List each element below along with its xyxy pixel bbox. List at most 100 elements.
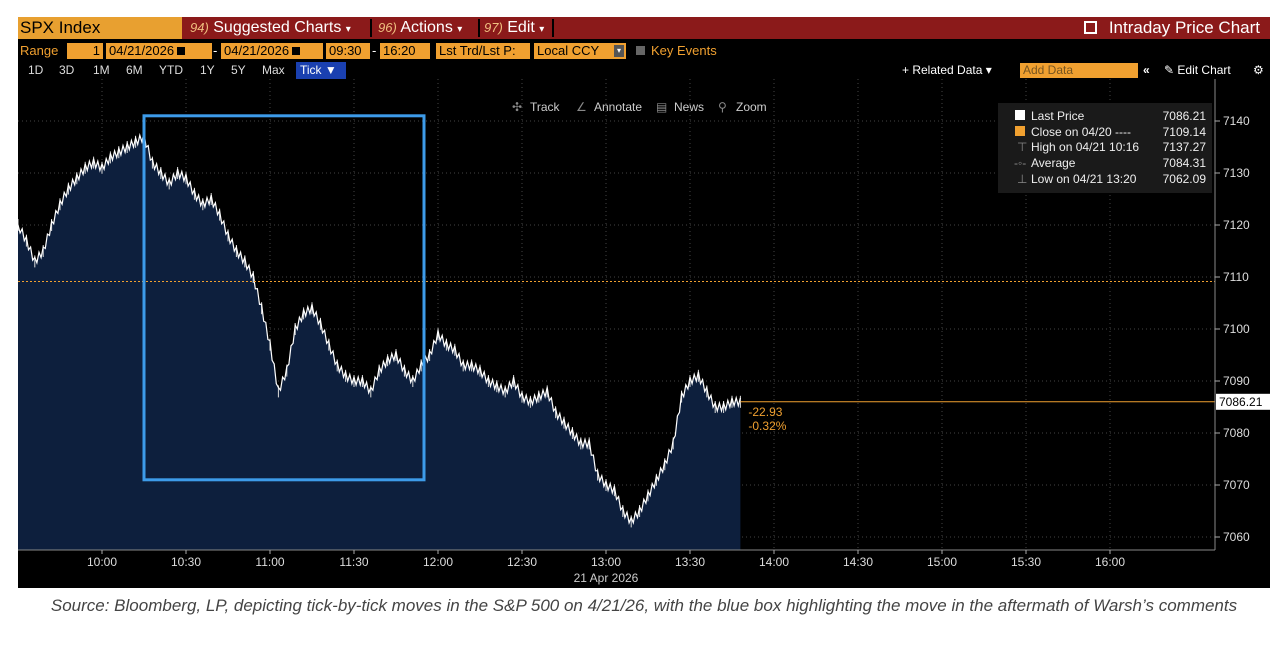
news-button[interactable]: News [674, 100, 704, 114]
y-tick-label: 7140 [1223, 114, 1250, 128]
start-time-input[interactable]: 09:30 [326, 43, 370, 59]
x-tick-label: 15:00 [927, 555, 957, 569]
key-events-label: Key Events [651, 43, 717, 58]
y-tick-label: 7060 [1223, 530, 1250, 544]
end-date-input[interactable]: 04/21/2026 [221, 43, 323, 59]
period-6m[interactable]: 6M [126, 63, 143, 77]
menu-number: 97) [484, 20, 503, 35]
range-value-input[interactable]: 1 [67, 43, 103, 59]
last-price-tag [1216, 393, 1270, 410]
legend-close-label: Close on 04/20 ---- [1031, 125, 1131, 139]
y-tick-label: 7070 [1223, 478, 1250, 492]
page-title-text: Intraday Price Chart [1108, 18, 1260, 37]
legend-low-value: 7062.09 [1163, 172, 1207, 186]
legend-high-marker: ⊤ [1017, 140, 1027, 154]
period-3d[interactable]: 3D [59, 63, 75, 77]
add-data-input[interactable]: Add Data [1020, 63, 1138, 78]
chevron-down-icon: ▾ [345, 24, 351, 35]
period-tick-selected[interactable]: Tick ▼ [296, 62, 346, 79]
period-1m[interactable]: 1M [93, 63, 110, 77]
calendar-icon [292, 47, 301, 55]
x-tick-label: 10:00 [87, 555, 117, 569]
date-label: 21 Apr 2026 [574, 571, 639, 585]
header-bar: SPX Index 94) Suggested Charts ▾ 96) Act… [18, 17, 1270, 39]
change-percent: -0.32% [748, 419, 786, 433]
x-tick-label: 15:30 [1011, 555, 1041, 569]
chart-toolbar: ✣ Track ∠ Annotate ▤ News ⚲ Zoom [512, 100, 767, 114]
legend-low-marker: ⊥ [1017, 172, 1027, 186]
start-date-text: 04/21/2026 [109, 43, 175, 58]
menu-number: 96) [378, 20, 397, 35]
annotate-icon: ∠ [576, 100, 587, 114]
x-tick-label: 11:00 [255, 555, 284, 569]
x-tick-label: 13:00 [591, 555, 621, 569]
legend-last-swatch [1015, 110, 1025, 120]
period-ytd[interactable]: YTD [159, 63, 183, 77]
menu-divider [370, 19, 372, 37]
page-title[interactable]: Intraday Price Chart [1083, 17, 1260, 39]
x-tick-label: 16:00 [1095, 555, 1125, 569]
legend-last-label: Last Price [1031, 109, 1085, 123]
figure-caption: Source: Bloomberg, LP, depicting tick-by… [50, 596, 1238, 615]
last-price-tag-text: 7086.21 [1219, 395, 1263, 409]
legend-high-label: High on 04/21 10:16 [1031, 140, 1139, 154]
collapse-icon[interactable]: « [1143, 63, 1150, 77]
time-separator: - [372, 43, 377, 58]
price-chart[interactable]: 7060 7070 7080 7090 7100 7110 7120 7130 7140 10:… [18, 79, 1270, 588]
legend-background [998, 103, 1212, 193]
y-tick-label: 7080 [1223, 426, 1250, 440]
x-tick-label: 14:00 [759, 555, 789, 569]
x-tick-label: 12:30 [507, 555, 537, 569]
y-tick-label: 7100 [1223, 322, 1250, 336]
start-date-input[interactable]: 04/21/2026 [106, 43, 212, 59]
menu-label: Edit [507, 19, 535, 36]
edit-menu[interactable]: 97) Edit ▾ [484, 17, 544, 39]
y-tick-label: 7130 [1223, 166, 1250, 180]
external-link-icon [1083, 21, 1097, 34]
menu-divider [552, 19, 554, 37]
suggested-charts-menu[interactable]: 94) Suggested Charts ▾ [190, 17, 351, 39]
period-1y[interactable]: 1Y [200, 63, 215, 77]
track-icon: ✣ [512, 100, 522, 114]
annotate-button[interactable]: Annotate [594, 100, 642, 114]
price-field-select[interactable]: Lst Trd/Lst P: [436, 43, 530, 59]
price-area-fill [18, 132, 741, 550]
x-tick-label: 12:00 [423, 555, 453, 569]
track-button[interactable]: Track [530, 100, 561, 114]
y-tick-label: 7090 [1223, 374, 1250, 388]
end-date-text: 04/21/2026 [224, 43, 290, 58]
calendar-icon [177, 47, 186, 55]
x-tick-label: 11:30 [339, 555, 368, 569]
period-max[interactable]: Max [262, 63, 285, 77]
y-axis: 7060 7070 7080 7090 7100 7110 7120 7130 7140 [1214, 79, 1250, 550]
gear-icon[interactable]: ⚙ [1253, 63, 1264, 77]
legend-close-value: 7109.14 [1163, 125, 1207, 139]
actions-menu[interactable]: 96) Actions ▾ [378, 17, 462, 39]
y-tick-label: 7120 [1223, 218, 1250, 232]
menu-label: Suggested Charts [213, 19, 342, 36]
legend-avg-label: Average [1031, 156, 1076, 170]
currency-select[interactable]: Local CCY ▾ [534, 43, 626, 59]
period-1d[interactable]: 1D [28, 63, 44, 77]
zoom-button[interactable]: Zoom [736, 100, 767, 114]
ticker-field[interactable]: SPX Index [18, 17, 182, 39]
menu-label: Actions [400, 19, 453, 36]
edit-chart-button[interactable]: ✎ Edit Chart [1164, 63, 1231, 77]
chevron-down-icon: ▾ [539, 24, 545, 35]
period-5y[interactable]: 5Y [231, 63, 246, 77]
key-events-toggle[interactable]: Key Events [636, 42, 717, 60]
period-bar: 1D 3D 1M 6M YTD 1Y 5Y Max Tick ▼ + Relat… [18, 62, 1270, 79]
end-time-input[interactable]: 16:20 [380, 43, 430, 59]
highlight-box [142, 114, 426, 482]
legend-close-swatch [1015, 126, 1025, 136]
legend-last-value: 7086.21 [1163, 109, 1207, 123]
checkbox-icon [636, 46, 645, 55]
news-icon: ▤ [656, 100, 667, 114]
date-separator: - [213, 43, 218, 58]
legend-low-label: Low on 04/21 13:20 [1031, 172, 1137, 186]
range-bar: Range 1 04/21/2026 - 04/21/2026 09:30 - … [18, 42, 1270, 60]
legend-avg-marker: -◦- [1014, 156, 1026, 170]
legend-high-value: 7137.27 [1163, 140, 1207, 154]
currency-text: Local CCY [537, 43, 600, 58]
related-data-menu[interactable]: + Related Data ▾ [902, 63, 992, 77]
